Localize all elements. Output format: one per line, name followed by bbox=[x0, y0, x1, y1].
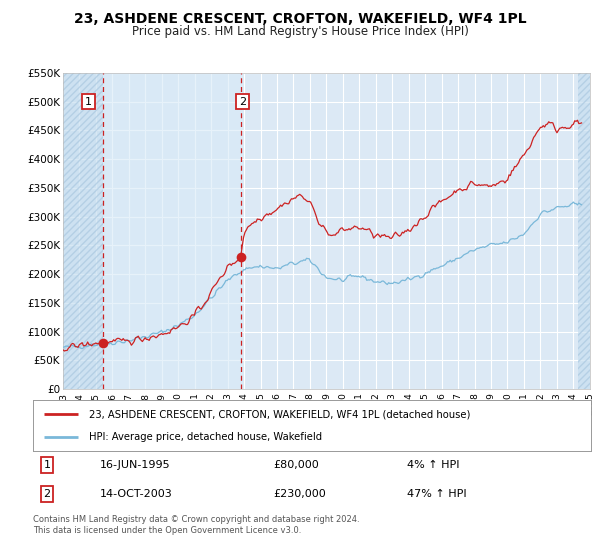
Text: £230,000: £230,000 bbox=[273, 489, 326, 500]
Text: HPI: Average price, detached house, Wakefield: HPI: Average price, detached house, Wake… bbox=[89, 432, 322, 442]
Text: Price paid vs. HM Land Registry's House Price Index (HPI): Price paid vs. HM Land Registry's House … bbox=[131, 25, 469, 38]
Text: 1: 1 bbox=[85, 96, 92, 106]
Text: 47% ↑ HPI: 47% ↑ HPI bbox=[407, 489, 466, 500]
Text: 23, ASHDENE CRESCENT, CROFTON, WAKEFIELD, WF4 1PL (detached house): 23, ASHDENE CRESCENT, CROFTON, WAKEFIELD… bbox=[89, 409, 470, 419]
Bar bbox=[63, 73, 103, 389]
Text: 2: 2 bbox=[239, 96, 246, 106]
Bar bbox=[103, 73, 241, 389]
Text: £80,000: £80,000 bbox=[273, 460, 319, 470]
Bar bbox=[578, 73, 590, 389]
Text: 4% ↑ HPI: 4% ↑ HPI bbox=[407, 460, 460, 470]
Text: 16-JUN-1995: 16-JUN-1995 bbox=[100, 460, 170, 470]
Text: 23, ASHDENE CRESCENT, CROFTON, WAKEFIELD, WF4 1PL: 23, ASHDENE CRESCENT, CROFTON, WAKEFIELD… bbox=[74, 12, 526, 26]
Text: 14-OCT-2003: 14-OCT-2003 bbox=[100, 489, 173, 500]
Text: 1: 1 bbox=[43, 460, 50, 470]
Text: Contains HM Land Registry data © Crown copyright and database right 2024.
This d: Contains HM Land Registry data © Crown c… bbox=[33, 515, 359, 535]
Text: 2: 2 bbox=[43, 489, 50, 500]
